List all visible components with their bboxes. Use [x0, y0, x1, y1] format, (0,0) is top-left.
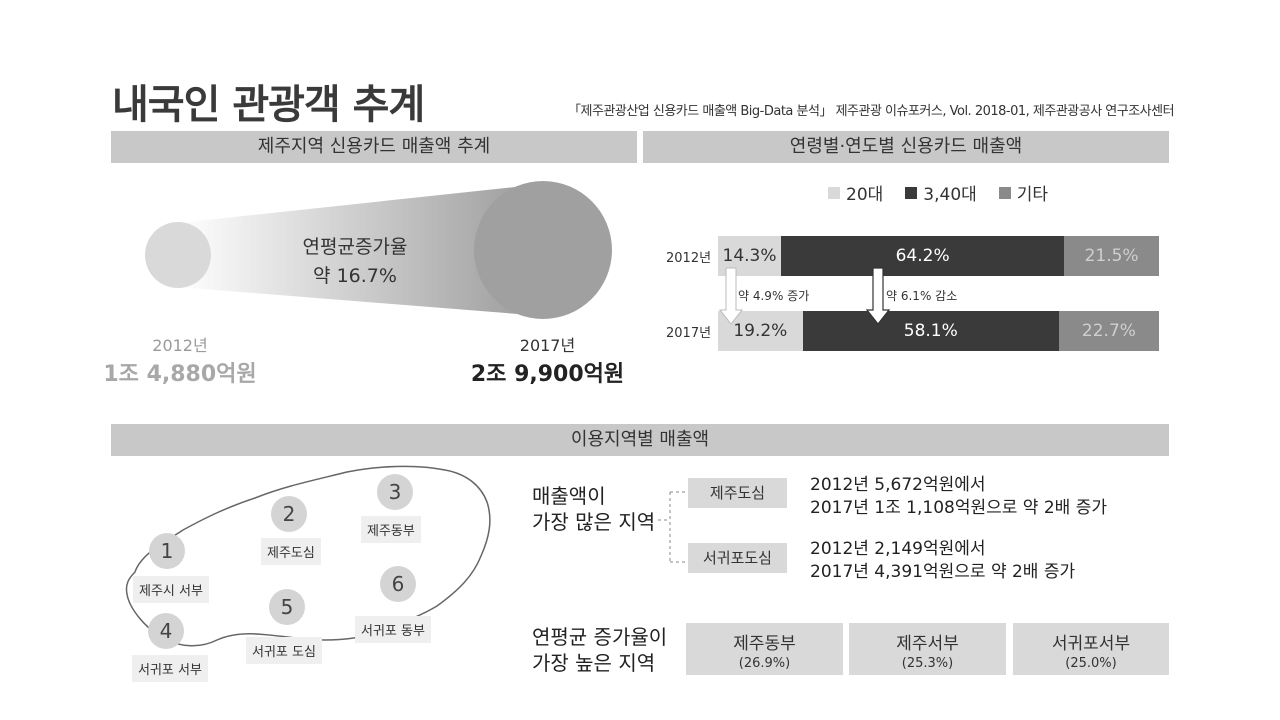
growth-rate-block: 연평균증가율 약 16.7%: [270, 232, 440, 288]
region-label-jeju-west: 제주시 서부: [133, 576, 209, 603]
top-sales-title-line2: 가장 많은 지역: [532, 510, 656, 534]
growth-circles-graphic: [145, 181, 612, 319]
circle-2012: [145, 222, 211, 288]
stacked-bar-2017: 19.2% 58.1% 22.7%: [718, 311, 1159, 351]
legend-label: 20대: [846, 185, 884, 205]
region-label-seogwipo-center: 서귀포 도심: [246, 637, 322, 664]
bar-segment-3040s: 58.1%: [802, 311, 1059, 351]
section1-band: 제주지역 신용카드 매출액 추계: [111, 131, 637, 163]
growth-cone: [178, 184, 543, 316]
stacked-bar-2012: 14.3% 64.2% 21.5%: [718, 236, 1159, 276]
section1-title: 제주지역 신용카드 매출액 추계: [257, 136, 491, 157]
growth-title-line2: 가장 높은 지역: [532, 651, 656, 675]
arrow-down-3040s: [865, 267, 891, 325]
detail-line1: 2012년 2,149억원에서: [810, 539, 986, 559]
legend-swatch: [828, 186, 840, 199]
growth-region-card: 제주서부 (25.3%): [849, 623, 1006, 675]
bar-value: 64.2%: [895, 246, 950, 266]
region-number: 3: [377, 474, 413, 510]
top-region-jeju-center: 제주도심: [688, 478, 787, 508]
region-number: 2: [271, 496, 307, 532]
region-label-seogwipo-west: 서귀포 서부: [132, 655, 208, 682]
growth-region-name: 제주동부: [733, 634, 796, 654]
growth-regions-title: 연평균 증가율이 가장 높은 지역: [532, 624, 667, 676]
bar-segment-other: 22.7%: [1058, 311, 1159, 351]
year-label-2017: 2017년: [666, 326, 712, 341]
bar-value: 19.2%: [733, 321, 788, 341]
legend-label: 3,40대: [923, 185, 977, 205]
growth-region-card: 제주동부 (26.9%): [686, 623, 843, 675]
bar-value: 21.5%: [1084, 246, 1139, 266]
growth-region-rate: (26.9%): [738, 656, 791, 671]
region-label-seogwipo-east: 서귀포 동부: [355, 616, 431, 643]
legend-item-3040s: 3,40대: [905, 180, 977, 205]
growth-rate-value: 약 16.7%: [313, 265, 397, 287]
left-amount-block: 2012년 1조 4,880억원: [100, 332, 260, 388]
region-number: 1: [149, 533, 185, 569]
growth-region-name: 제주서부: [896, 634, 959, 654]
legend: 20대 3,40대 기타: [828, 180, 1070, 205]
growth-region-name: 서귀포서부: [1051, 634, 1131, 654]
growth-region-rate: (25.3%): [901, 656, 954, 671]
growth-title-line1: 연평균 증가율이: [532, 625, 668, 649]
top-region-seogwipo-center-detail: 2012년 2,149억원에서 2017년 4,391억원으로 약 2배 증가: [810, 538, 1075, 584]
top-region-jeju-center-detail: 2012년 5,672억원에서 2017년 1조 1,108억원으로 약 2배 …: [810, 474, 1107, 520]
section3-title: 이용지역별 매출액: [570, 429, 710, 450]
top-sales-title-line1: 매출액이: [532, 484, 606, 508]
year-label-2012: 2012년: [666, 251, 712, 266]
section2-title: 연령별·연도별 신용카드 매출액: [789, 136, 1023, 157]
left-amount: 1조 4,880억원: [103, 362, 257, 387]
right-amount-block: 2017년 2조 9,900억원: [465, 332, 630, 388]
growth-region-rate: (25.0%): [1065, 656, 1117, 671]
region-number: 5: [269, 589, 305, 625]
page-title: 내국인 관광객 추계: [112, 82, 425, 128]
change-20s: 약 4.9% 증가: [738, 289, 810, 303]
right-amount: 2조 9,900억원: [470, 362, 625, 387]
legend-label: 기타: [1016, 185, 1049, 205]
region-number: 4: [148, 613, 184, 649]
source-citation: 「제주관광산업 신용카드 매출액 Big-Data 분석」 제주관광 이슈포커스…: [568, 104, 1175, 119]
change-arrows: [718, 267, 891, 325]
top-sales-title: 매출액이 가장 많은 지역: [532, 483, 655, 535]
region-number: 6: [380, 566, 416, 602]
detail-line2: 2017년 4,391억원으로 약 2배 증가: [810, 562, 1076, 582]
top-region-seogwipo-center: 서귀포도심: [688, 543, 787, 573]
bar-value: 22.7%: [1081, 321, 1136, 341]
bar-segment-3040s: 64.2%: [781, 236, 1065, 276]
right-year: 2017년: [519, 336, 576, 355]
bar-segment-other: 21.5%: [1064, 236, 1159, 276]
bar-value: 14.3%: [722, 246, 777, 266]
section3-band: 이용지역별 매출액: [111, 424, 1169, 456]
section2-band: 연령별·연도별 신용카드 매출액: [643, 131, 1169, 163]
left-year: 2012년: [152, 336, 208, 355]
bracket-lines: [658, 491, 692, 563]
bar-segment-20s: 19.2%: [718, 311, 803, 351]
change-3040s: 약 6.1% 감소: [886, 289, 958, 303]
growth-region-card: 서귀포서부 (25.0%): [1013, 623, 1169, 675]
detail-line1: 2012년 5,672억원에서: [810, 475, 986, 495]
legend-item-other: 기타: [998, 180, 1049, 205]
legend-item-20s: 20대: [828, 180, 883, 205]
legend-swatch: [998, 186, 1011, 199]
circle-2017: [474, 181, 612, 319]
bar-value: 58.1%: [903, 321, 958, 341]
region-label-jeju-east: 제주동부: [361, 516, 421, 543]
legend-swatch: [905, 186, 918, 199]
arrow-up-20s: [718, 267, 744, 325]
detail-line2: 2017년 1조 1,108억원으로 약 2배 증가: [810, 498, 1107, 518]
growth-rate-label: 연평균증가율: [302, 236, 408, 258]
region-label-jeju-center: 제주도심: [261, 538, 321, 565]
